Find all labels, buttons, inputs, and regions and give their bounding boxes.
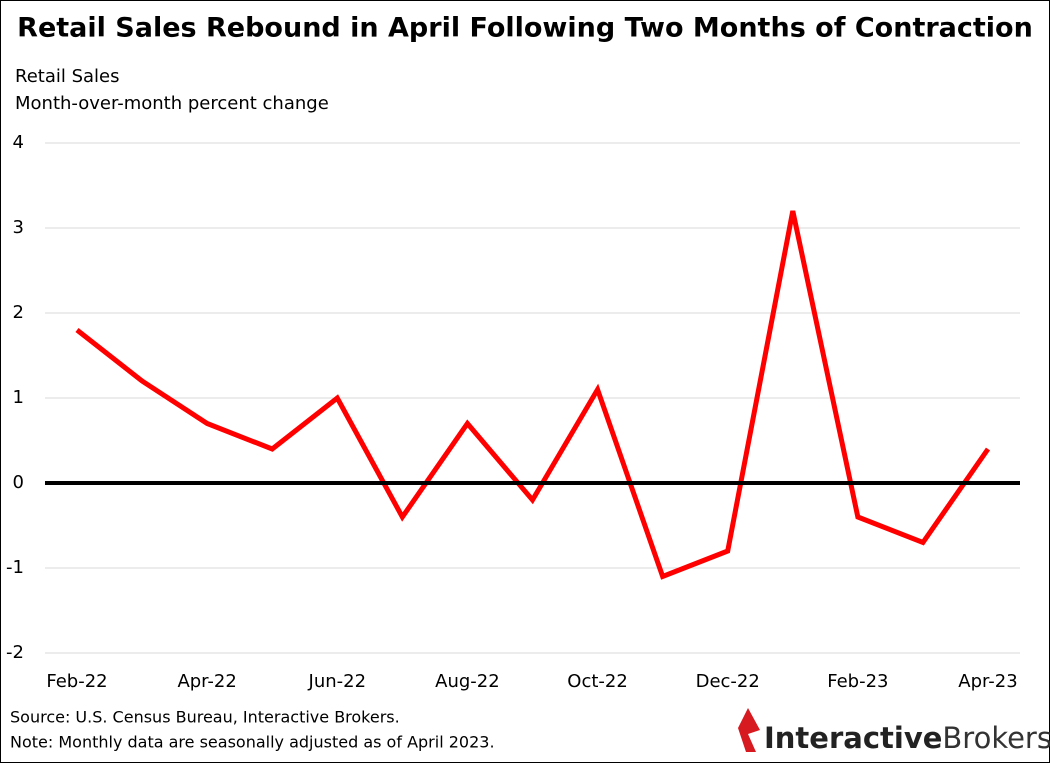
x-tick-label: Dec-22 xyxy=(696,671,760,692)
source-note: Note: Monthly data are seasonally adjust… xyxy=(10,733,495,752)
y-tick-label: 1 xyxy=(13,387,24,408)
y-tick-label: 2 xyxy=(13,302,24,323)
logo-part: Interactive xyxy=(764,721,942,755)
subtitle: Month-over-month percent change xyxy=(15,93,329,114)
x-tick-label: Feb-23 xyxy=(827,671,888,692)
y-tick-label: 3 xyxy=(13,217,24,238)
logo-icon xyxy=(738,708,760,752)
x-tick-label: Apr-23 xyxy=(958,671,1017,692)
x-tick-label: Aug-22 xyxy=(435,671,500,692)
line-series xyxy=(75,210,991,580)
y-tick-label: 4 xyxy=(13,132,24,153)
subtitle: Retail Sales xyxy=(15,66,120,87)
y-tick-label: 0 xyxy=(13,472,24,493)
source-note: Source: U.S. Census Bureau, Interactive … xyxy=(10,708,400,727)
x-tick-label: Feb-22 xyxy=(46,671,107,692)
logo: InteractiveBrokers xyxy=(764,721,1050,755)
logo-part: Brokers xyxy=(942,721,1050,755)
y-tick-label: -1 xyxy=(6,557,24,578)
x-tick-label: Jun-22 xyxy=(308,671,367,692)
chart-title: Retail Sales Rebound in April Following … xyxy=(17,13,1033,44)
x-tick-label: Apr-22 xyxy=(177,671,236,692)
y-tick-label: -2 xyxy=(6,642,24,663)
x-tick-label: Oct-22 xyxy=(567,671,628,692)
